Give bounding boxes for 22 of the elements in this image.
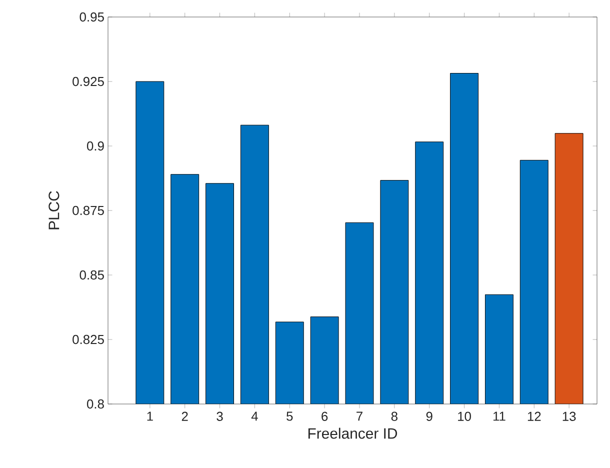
y-tick-label: 0.9 — [86, 141, 104, 151]
x-tick-label: 8 — [391, 412, 398, 421]
y-tick-label: 0.8 — [86, 399, 104, 409]
x-tick-label: 11 — [493, 412, 506, 421]
y-axis-title: PLCC — [48, 191, 60, 230]
y-tick-label: 0.825 — [72, 334, 104, 344]
x-tick-label: 3 — [216, 412, 223, 421]
x-tick-label: 10 — [458, 412, 471, 421]
x-tick-label: 4 — [251, 412, 258, 421]
x-tick-label: 13 — [562, 412, 576, 421]
x-tick-label: 9 — [426, 412, 432, 421]
x-tick-label: 6 — [322, 412, 328, 421]
x-tick-label: 7 — [356, 412, 362, 421]
y-tick-label: 0.85 — [80, 270, 104, 280]
x-tick-label: 2 — [182, 412, 188, 421]
y-tick-label: 0.925 — [72, 76, 104, 86]
x-axis-title: Freelancer ID — [308, 428, 398, 439]
y-tick-label: 0.95 — [80, 12, 104, 22]
x-tick-label: 12 — [528, 412, 541, 421]
x-tick-label: 5 — [286, 412, 293, 421]
x-tick-label: 1 — [147, 412, 153, 421]
y-tick-label: 0.875 — [72, 206, 104, 216]
